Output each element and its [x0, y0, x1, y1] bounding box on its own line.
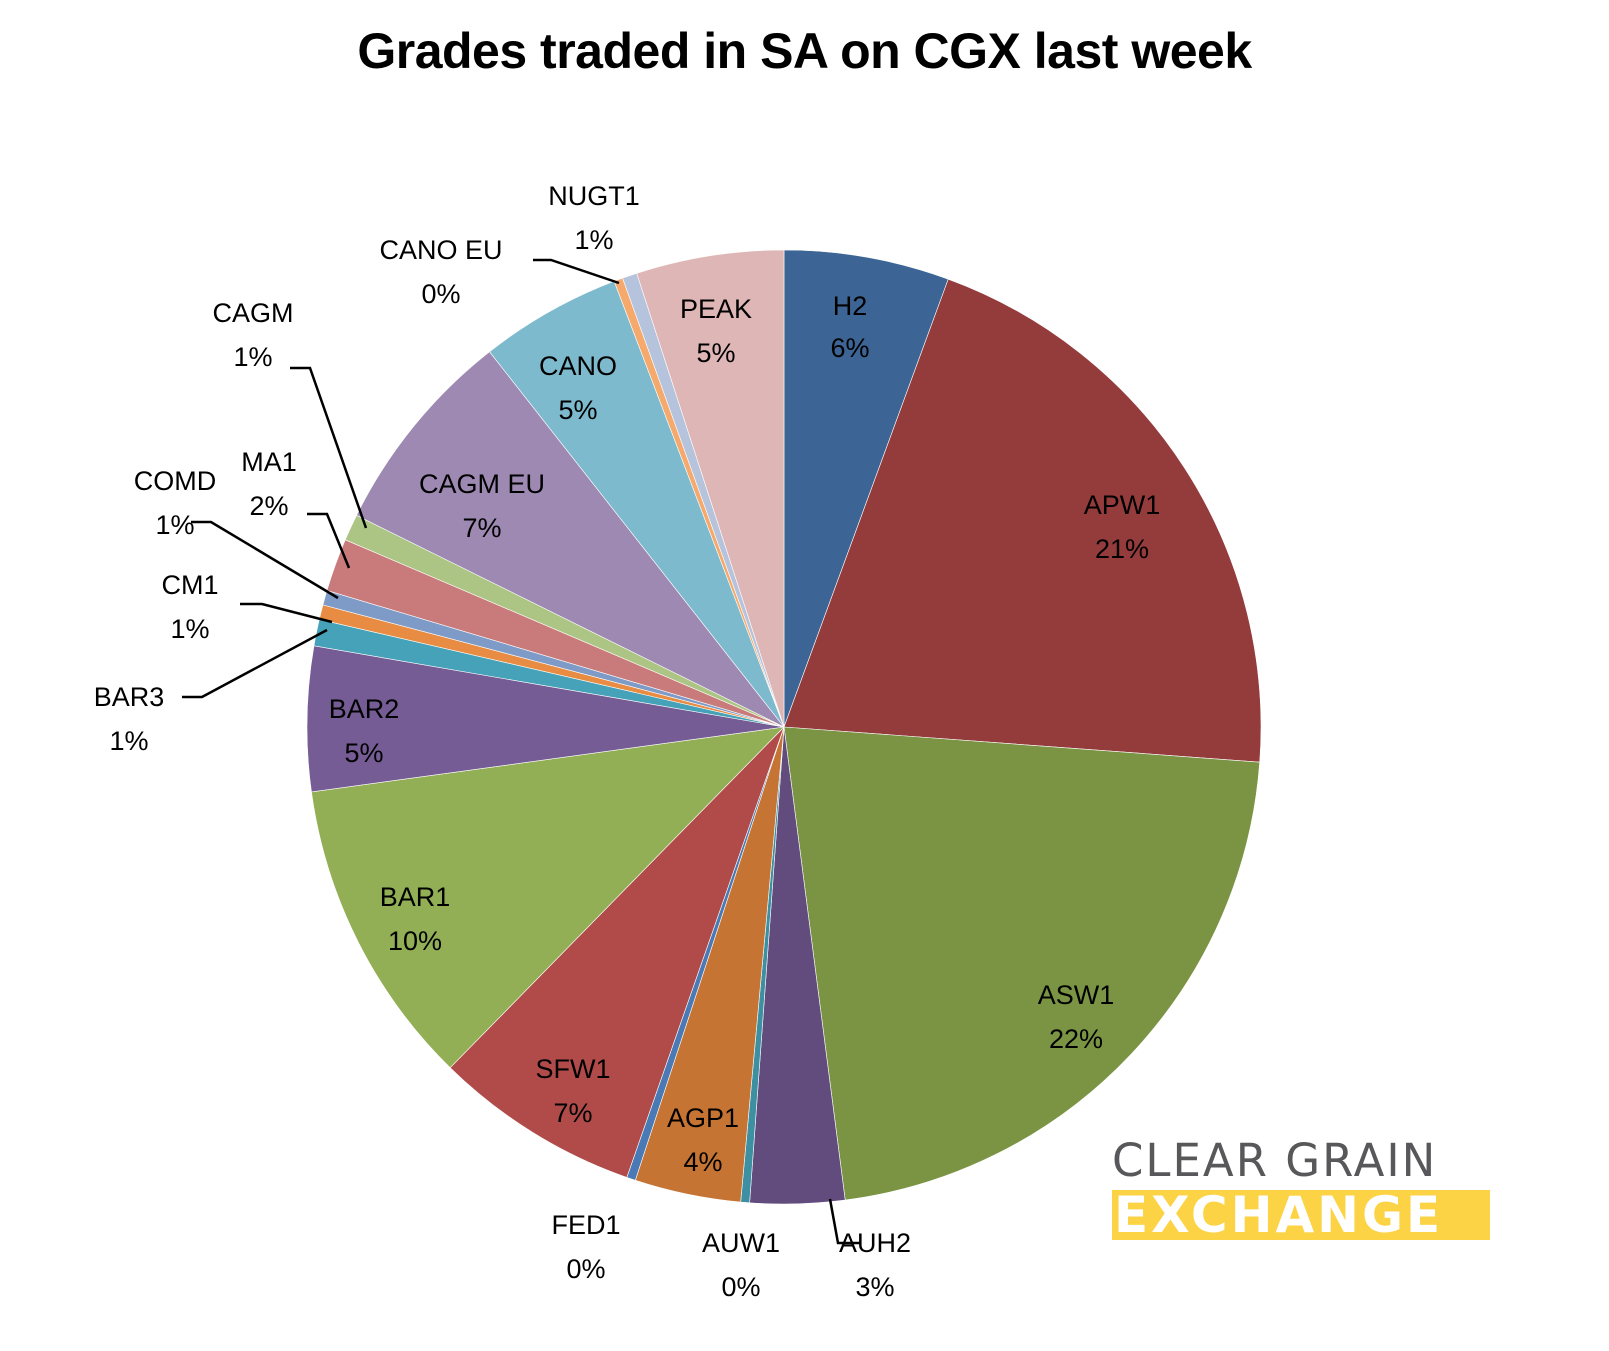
data-label-percent-apw1: 21% — [1095, 534, 1149, 564]
pie-slice-peak — [636, 249, 785, 728]
data-label-percent-bar3: 1% — [109, 726, 148, 756]
data-label-name-bar1: BAR1 — [380, 882, 451, 912]
data-label-percent-asw1: 22% — [1049, 1024, 1103, 1054]
data-label-percent-cagm-eu: 7% — [462, 513, 501, 543]
data-label-name-apw1: APW1 — [1084, 490, 1161, 520]
leader-line-cm1 — [240, 602, 333, 624]
data-label-percent-cano: 5% — [558, 395, 597, 425]
data-label-name-fed1: FED1 — [551, 1210, 620, 1240]
data-label-percent-cagm: 1% — [233, 342, 272, 372]
data-label-name-h2: H2 — [833, 291, 868, 321]
data-label-name-peak: PEAK — [680, 294, 752, 324]
pie-slice-asw1 — [783, 726, 1261, 1201]
data-label-percent-agp1: 4% — [683, 1147, 722, 1177]
data-label-name-bar3: BAR3 — [94, 682, 165, 712]
pie-slice-apw1 — [783, 278, 1262, 763]
data-label-percent-auw1: 0% — [721, 1272, 760, 1302]
leader-line-bar3 — [182, 628, 328, 699]
data-label-percent-cano-eu: 0% — [421, 279, 460, 309]
data-label-name-auw1: AUW1 — [702, 1228, 780, 1258]
data-label-percent-nugt1: 1% — [574, 225, 613, 255]
data-label-name-bar2: BAR2 — [329, 694, 400, 724]
data-label-percent-comd: 1% — [155, 510, 194, 540]
chart-title: Grades traded in SA on CGX last week — [357, 23, 1252, 79]
data-labels: H2 6% APW1 21% ASW1 22% AUH2 3% AUW1 0% AGP1 4% FED1… — [94, 181, 1161, 1302]
data-label-name-asw1: ASW1 — [1038, 980, 1115, 1010]
leader-lines — [182, 258, 860, 1245]
pie-slice-bar1 — [311, 726, 785, 1069]
data-label-percent-auh2: 3% — [855, 1272, 894, 1302]
data-label-name-cagm-eu: CAGM EU — [419, 469, 545, 499]
data-label-name-agp1: AGP1 — [667, 1103, 739, 1133]
leader-line-ma1 — [307, 512, 351, 569]
leader-line-cano-eu — [533, 258, 620, 285]
pie-slice-h2 — [783, 249, 949, 728]
leader-line-comd — [191, 520, 339, 600]
data-label-name-cagm: CAGM — [213, 298, 294, 328]
data-label-percent-ma1: 2% — [249, 491, 288, 521]
data-label-name-comd: COMD — [134, 466, 217, 496]
logo-line-1: CLEAR GRAIN — [1112, 1134, 1438, 1187]
pie-slices — [306, 249, 1262, 1205]
data-label-percent-bar2: 5% — [344, 738, 383, 768]
data-label-name-ma1: MA1 — [241, 447, 297, 477]
logo-line-2: EXCHANGE — [1112, 1190, 1490, 1240]
data-label-name-cano-eu: CANO EU — [379, 235, 502, 265]
data-label-percent-cm1: 1% — [170, 614, 209, 644]
pie-slice-sfw1 — [449, 726, 785, 1178]
pie-slice-bar2 — [306, 645, 785, 793]
leader-line-auh2 — [828, 1198, 860, 1245]
data-label-percent-fed1: 0% — [566, 1254, 605, 1284]
clear-grain-exchange-logo: CLEAR GRAIN EXCHANGE — [1112, 1138, 1490, 1240]
data-label-name-sfw1: SFW1 — [535, 1054, 610, 1084]
data-label-name-nugt1: NUGT1 — [548, 181, 640, 211]
data-label-name-cm1: CM1 — [161, 570, 218, 600]
data-label-name-auh2: AUH2 — [839, 1228, 911, 1258]
pie-slice-cagm-eu — [356, 351, 785, 728]
data-label-percent-bar1: 10% — [388, 926, 442, 956]
data-label-name-cano: CANO — [539, 351, 617, 381]
data-label-percent-peak: 5% — [696, 338, 735, 368]
data-label-percent-h2: 6% — [830, 333, 869, 363]
leader-line-cagm — [290, 366, 368, 529]
data-label-percent-sfw1: 7% — [553, 1098, 592, 1128]
